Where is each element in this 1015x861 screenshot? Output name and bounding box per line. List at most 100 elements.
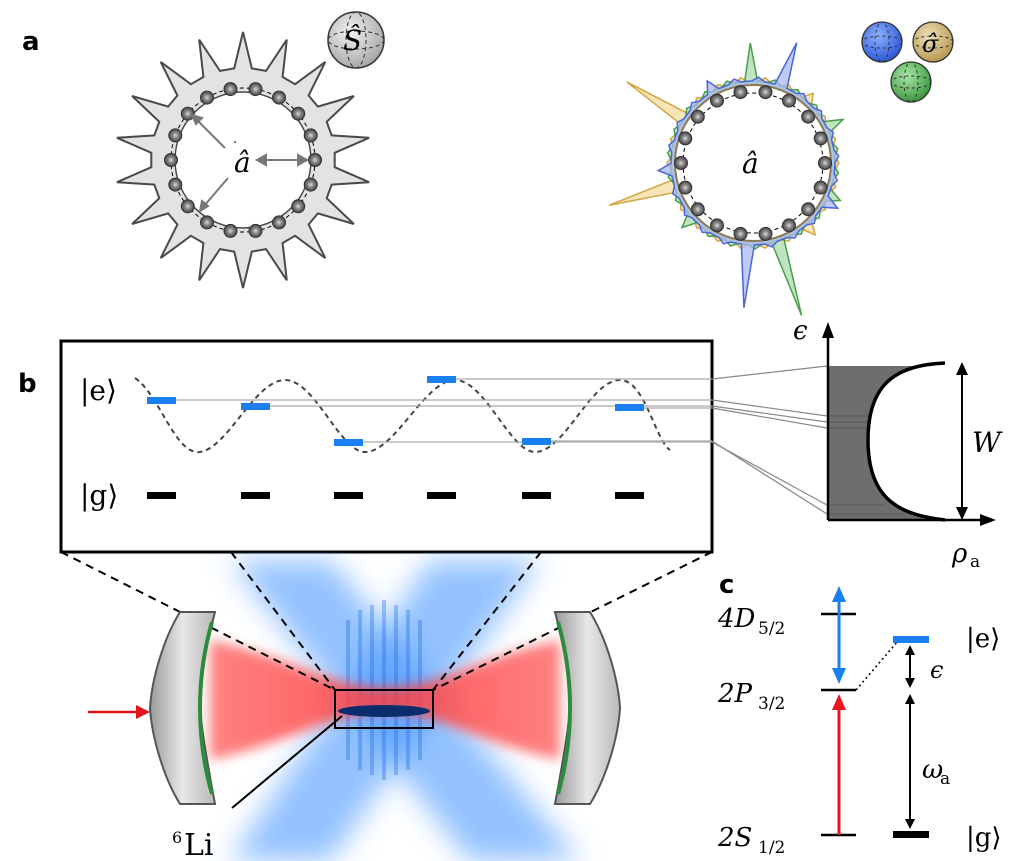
dressed-dotted-line: [855, 640, 899, 691]
excited-level: [334, 439, 363, 446]
green-sphere: [890, 61, 932, 103]
excited-state-label: |e⟩: [80, 374, 117, 407]
ground-level: [147, 492, 176, 499]
left-spin-symbol: Ŝ: [343, 23, 362, 57]
atom-dot: [291, 199, 306, 214]
probe-arrow: [88, 705, 150, 719]
ground-level: [334, 492, 363, 499]
right-mode-symbol: â: [742, 147, 759, 180]
right-atoms: [674, 85, 832, 241]
level-2S-sub: 1/2: [758, 838, 785, 858]
atom-dot: [758, 226, 773, 241]
atom-dot: [758, 85, 773, 100]
density-of-states-plot: ϵ ρ a W: [793, 316, 1003, 572]
blue-sphere: [861, 21, 903, 63]
level-4D-label: 4D: [717, 604, 756, 634]
atom-dot: [782, 218, 796, 233]
atom-pointer-line: [231, 715, 343, 809]
excited-level: [427, 376, 456, 383]
dos-inner-lines: [828, 415, 905, 515]
left-mirror: [148, 611, 217, 805]
atom-dot: [291, 106, 306, 121]
atom-dot: [678, 180, 693, 195]
atom-cloud-box: [231, 689, 434, 809]
dressed-ground-level: [893, 831, 929, 838]
right-star-cavity: â: [608, 42, 846, 316]
panel-label-a: a: [22, 27, 40, 57]
level-diagram: 4D 5/2 2P 3/2 2S 1/2 |e⟩ |g⟩ ϵ ω a: [717, 586, 1002, 858]
atom-dot: [223, 223, 238, 238]
left-atoms: [164, 82, 322, 238]
atom-dot: [818, 156, 832, 170]
atom-dot: [813, 180, 828, 195]
panel-label-c: c: [719, 570, 734, 600]
dos-y-label: ϵ: [793, 316, 808, 346]
potential-wave: [134, 377, 671, 454]
atom-dot: [710, 218, 724, 233]
atom-dot: [733, 85, 748, 100]
ground-state-label-c: |g⟩: [966, 823, 1002, 853]
atom-dot: [801, 109, 816, 124]
omega-sub: a: [940, 769, 950, 789]
atom-dot: [168, 177, 183, 192]
level-4D-sub: 5/2: [758, 619, 785, 639]
dressed-excited-level: [893, 636, 929, 643]
dos-fill: [828, 366, 945, 520]
mapping-lines: [711, 365, 828, 515]
atom-dot: [710, 93, 724, 108]
atom-dot: [690, 109, 705, 124]
panel-label-b: b: [18, 369, 37, 399]
right-mirror-coating: [556, 621, 573, 795]
excited-state-label-c: |e⟩: [966, 624, 1000, 654]
atom-dot: [248, 82, 263, 97]
atom-dot: [272, 215, 286, 230]
level-2S-label: 2S: [717, 823, 752, 853]
atom-dot: [303, 177, 318, 192]
excited-level: [522, 438, 551, 445]
atom-dot: [200, 90, 214, 105]
ground-level: [522, 492, 551, 499]
detuning-label: ϵ: [930, 656, 943, 684]
atom-dot: [308, 153, 322, 167]
dos-curve: [866, 361, 946, 522]
ground-levels: [147, 492, 644, 499]
excited-level: [147, 397, 176, 404]
atom-dot: [180, 199, 195, 214]
level-2P-label: 2P: [717, 679, 753, 709]
right-mirror: [553, 611, 622, 805]
left-star-cavity: â: [116, 31, 370, 289]
omega-label: ω: [922, 755, 943, 785]
ground-level: [427, 492, 456, 499]
left-mode-symbol: â: [234, 146, 251, 179]
left-arrows: [190, 113, 310, 214]
species-label: Li: [184, 828, 214, 861]
atom-dot: [180, 106, 195, 121]
atom-dot: [782, 93, 796, 108]
ground-state-label: |g⟩: [80, 479, 118, 512]
atom-dot: [733, 226, 748, 241]
atom-dot: [303, 128, 318, 143]
atom-dot: [674, 156, 688, 170]
width-label: W: [972, 426, 1003, 459]
atom-dot: [200, 215, 214, 230]
atom-dot: [248, 223, 263, 238]
lattice-box: |e⟩ |g⟩: [59, 339, 714, 554]
left-spin-sphere: Ŝ: [327, 11, 385, 69]
right-spin-spheres: σ̂: [861, 21, 954, 103]
atom-dot: [223, 82, 238, 97]
species-mass-number: 6: [172, 828, 182, 847]
dos-x-label: ρ: [951, 539, 968, 569]
ground-level: [241, 492, 270, 499]
excited-levels: [147, 376, 644, 446]
left-mirror-coating: [197, 621, 214, 795]
atom-dot: [801, 202, 816, 217]
atom-dot: [690, 202, 705, 217]
dos-x-label-sub: a: [970, 552, 980, 572]
atom-cloud: [338, 705, 430, 717]
lattice-frame: [59, 339, 714, 554]
level-2P-sub: 3/2: [758, 694, 785, 714]
right-spin-symbol: σ̂: [922, 30, 939, 58]
atom-dot: [168, 128, 183, 143]
atom-dot: [164, 153, 178, 167]
